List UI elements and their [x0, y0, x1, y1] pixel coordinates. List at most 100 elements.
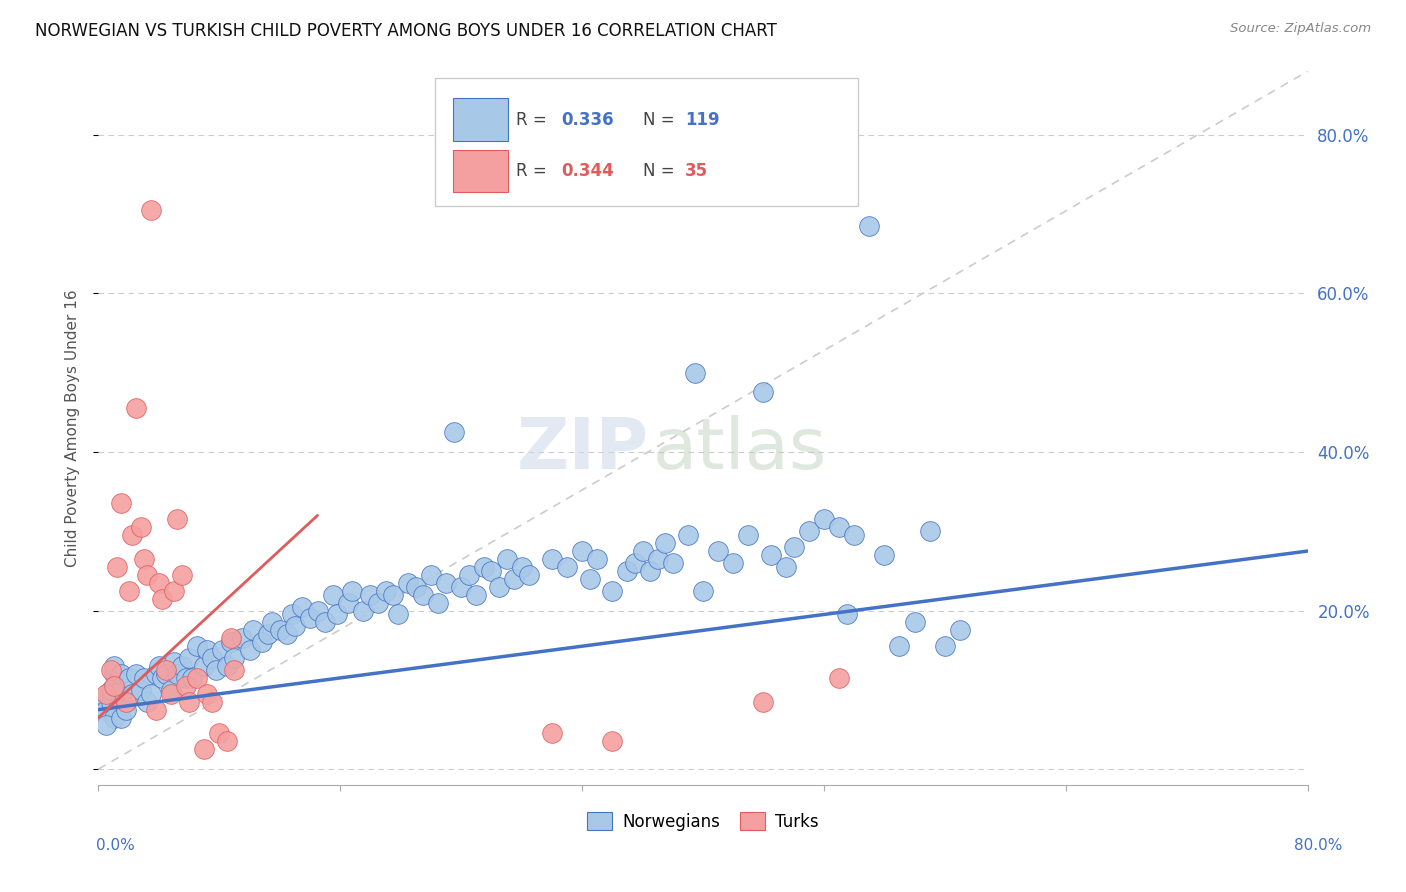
Point — [239, 643, 262, 657]
Point — [103, 679, 125, 693]
Point — [110, 690, 132, 705]
Point — [110, 710, 132, 724]
Point — [692, 583, 714, 598]
Point — [211, 643, 233, 657]
Point — [179, 695, 201, 709]
Text: NORWEGIAN VS TURKISH CHILD POVERTY AMONG BOYS UNDER 16 CORRELATION CHART: NORWEGIAN VS TURKISH CHILD POVERTY AMONG… — [35, 22, 778, 40]
Point — [571, 544, 593, 558]
Point — [616, 564, 638, 578]
Point — [174, 679, 197, 693]
Point — [205, 663, 228, 677]
Point — [121, 528, 143, 542]
Point — [844, 528, 866, 542]
Text: 119: 119 — [685, 111, 720, 128]
Point — [141, 203, 163, 218]
Point — [481, 564, 503, 578]
Point — [269, 624, 291, 638]
Point — [291, 599, 314, 614]
Point — [221, 635, 243, 649]
Point — [125, 667, 148, 681]
Point — [828, 671, 851, 685]
Point — [759, 548, 782, 562]
Point — [443, 425, 465, 439]
Point — [299, 611, 322, 625]
Point — [110, 682, 132, 697]
Point — [510, 560, 533, 574]
Point — [586, 552, 609, 566]
Text: 0.0%: 0.0% — [96, 838, 135, 854]
Point — [602, 734, 624, 748]
Point — [105, 560, 128, 574]
Point — [94, 687, 117, 701]
Point — [201, 695, 224, 709]
Point — [121, 682, 143, 697]
Point — [208, 726, 231, 740]
Point — [132, 671, 155, 685]
Point — [132, 552, 155, 566]
Point — [858, 219, 880, 233]
Point — [336, 596, 359, 610]
Point — [179, 651, 201, 665]
Point — [195, 643, 218, 657]
Point — [186, 639, 208, 653]
Point — [396, 575, 419, 590]
FancyBboxPatch shape — [434, 78, 858, 206]
Point — [100, 663, 122, 677]
Point — [737, 528, 759, 542]
Point — [775, 560, 797, 574]
Point — [949, 624, 972, 638]
Point — [262, 615, 284, 630]
Text: N =: N = — [643, 162, 679, 180]
Point — [145, 703, 167, 717]
Point — [170, 659, 193, 673]
Point — [465, 588, 488, 602]
Point — [163, 655, 186, 669]
FancyBboxPatch shape — [453, 150, 509, 192]
Point — [647, 552, 669, 566]
Point — [100, 695, 122, 709]
Point — [382, 588, 405, 602]
Point — [889, 639, 911, 653]
Point — [105, 674, 128, 689]
Point — [148, 575, 170, 590]
Point — [160, 687, 183, 701]
Text: atlas: atlas — [652, 415, 827, 484]
Point — [918, 524, 941, 539]
Point — [170, 567, 193, 582]
Point — [412, 588, 434, 602]
Point — [314, 615, 336, 630]
Point — [224, 651, 246, 665]
Point — [250, 635, 273, 649]
Point — [367, 596, 389, 610]
Point — [125, 401, 148, 416]
Point — [174, 671, 197, 685]
Point — [114, 695, 136, 709]
Point — [135, 695, 157, 709]
Point — [450, 580, 472, 594]
Point — [752, 695, 775, 709]
Legend: Norwegians, Turks: Norwegians, Turks — [581, 805, 825, 838]
Point — [166, 512, 188, 526]
Point — [94, 718, 117, 732]
Point — [488, 580, 510, 594]
Point — [427, 596, 450, 610]
Point — [707, 544, 730, 558]
Text: Source: ZipAtlas.com: Source: ZipAtlas.com — [1230, 22, 1371, 36]
Point — [434, 575, 457, 590]
Point — [256, 627, 278, 641]
Point — [166, 667, 188, 681]
Point — [103, 710, 125, 724]
Point — [215, 734, 238, 748]
Point — [110, 496, 132, 510]
Point — [110, 667, 132, 681]
Text: ZIP: ZIP — [516, 415, 648, 484]
Point — [631, 544, 654, 558]
Point — [873, 548, 896, 562]
Point — [100, 682, 122, 697]
Point — [118, 583, 141, 598]
Point — [276, 627, 298, 641]
Point — [114, 695, 136, 709]
Point — [193, 742, 215, 756]
Point — [103, 659, 125, 673]
Point — [181, 671, 204, 685]
